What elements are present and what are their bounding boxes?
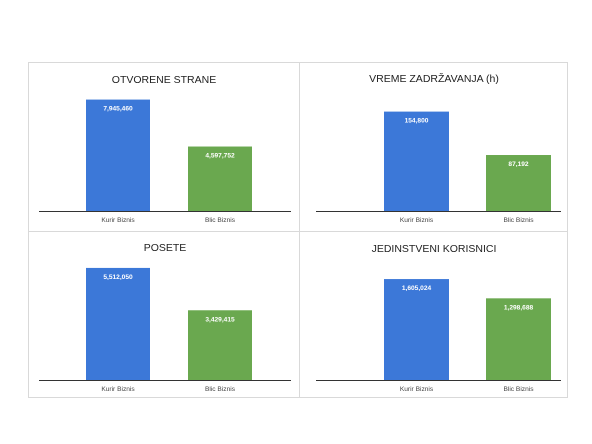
chart-vreme-zadrzavanja: VREME ZADRŽAVANJA (h) 154,800 Kurir Biznis… [300,63,568,231]
data-label: 1,605,024 [402,285,432,292]
bar-blic-biznis [486,155,551,211]
category-label: Blic Biznis [205,386,236,393]
category-label: Kurir Biznis [400,386,434,393]
vertical-divider [299,63,300,397]
category-label: Blic Biznis [503,217,534,224]
chart-posete: POSETE 5,512,050 Kurir Biznis 3,429,415 Blic… [29,232,299,398]
chart-title: JEDINSTVENI KORISNICI [372,243,497,255]
data-label: 154,800 [405,118,429,125]
chart-grid: OTVORENE STRANE 7,945,460 Kurir Biznis 4,59… [28,62,568,398]
chart-otvorene-strane: OTVORENE STRANE 7,945,460 Kurir Biznis 4,59… [29,63,299,231]
category-label: Kurir Biznis [101,217,135,224]
chart-title: POSETE [144,242,187,254]
bar-kurir-biznis [384,111,449,211]
bar-kurir-biznis [86,99,150,211]
bar-kurir-biznis [86,267,150,380]
category-label: Kurir Biznis [101,386,135,393]
bar-blic-biznis [188,146,252,211]
bar-blic-biznis [486,298,551,380]
chart-jedinstveni-korisnici: JEDINSTVENI KORISNICI 1,605,024 Kurir Bizn… [300,232,568,398]
bar-kurir-biznis [384,279,449,380]
chart-title: OTVORENE STRANE [112,74,216,86]
data-label: 3,429,415 [205,316,235,323]
data-label: 1,298,688 [504,304,534,311]
bar-blic-biznis [188,310,252,380]
category-label: Blic Biznis [205,217,236,224]
data-label: 87,192 [508,161,529,168]
category-label: Kurir Biznis [400,217,434,224]
data-label: 4,597,752 [205,153,235,160]
data-label: 5,512,050 [103,274,133,281]
category-label: Blic Biznis [503,386,534,393]
horizontal-divider [29,231,567,232]
data-label: 7,945,460 [103,106,133,113]
chart-title: VREME ZADRŽAVANJA (h) [369,72,499,85]
